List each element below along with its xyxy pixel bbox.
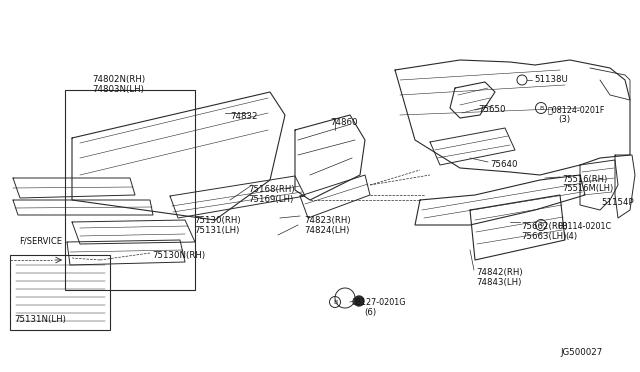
Text: F/SERVICE: F/SERVICE xyxy=(19,237,62,246)
Bar xyxy=(65,90,195,290)
Text: 74803N(LH): 74803N(LH) xyxy=(92,85,144,94)
Text: 75130N(RH): 75130N(RH) xyxy=(152,251,205,260)
Text: 74802N(RH): 74802N(RH) xyxy=(92,75,145,84)
Text: 75663(LH): 75663(LH) xyxy=(521,232,566,241)
Circle shape xyxy=(354,296,364,306)
Text: B: B xyxy=(539,222,543,228)
Text: (4): (4) xyxy=(565,232,577,241)
Text: 75640: 75640 xyxy=(490,160,518,169)
Text: (6): (6) xyxy=(364,308,376,317)
Text: 75130(RH): 75130(RH) xyxy=(194,216,241,225)
Text: (3): (3) xyxy=(558,115,570,124)
Text: 75516M(LH): 75516M(LH) xyxy=(562,184,613,193)
Text: 08127-0201G: 08127-0201G xyxy=(352,298,406,307)
Text: 75131N(LH): 75131N(LH) xyxy=(14,315,66,324)
Text: 75168(RH): 75168(RH) xyxy=(248,185,294,194)
Text: 74832: 74832 xyxy=(230,112,257,121)
Text: 08124-0201F: 08124-0201F xyxy=(548,105,605,114)
Bar xyxy=(10,255,110,330)
Text: JG500027: JG500027 xyxy=(560,348,602,357)
Text: 74843(LH): 74843(LH) xyxy=(476,278,522,287)
Text: 74842(RH): 74842(RH) xyxy=(476,268,523,277)
Text: 51138U: 51138U xyxy=(534,75,568,84)
Text: 75169(LH): 75169(LH) xyxy=(248,195,293,204)
Text: 75131(LH): 75131(LH) xyxy=(194,226,239,235)
Text: 74860: 74860 xyxy=(330,118,358,127)
Text: 75516(RH): 75516(RH) xyxy=(562,175,607,184)
Text: B: B xyxy=(539,106,543,110)
Text: 75662(RH): 75662(RH) xyxy=(521,222,568,231)
Text: 75650: 75650 xyxy=(478,105,506,114)
Text: 74823(RH): 74823(RH) xyxy=(304,216,351,225)
Text: 0B114-0201C: 0B114-0201C xyxy=(558,222,612,231)
Text: 51154P: 51154P xyxy=(601,198,634,207)
Text: 74824(LH): 74824(LH) xyxy=(304,226,349,235)
Text: B: B xyxy=(333,299,337,305)
